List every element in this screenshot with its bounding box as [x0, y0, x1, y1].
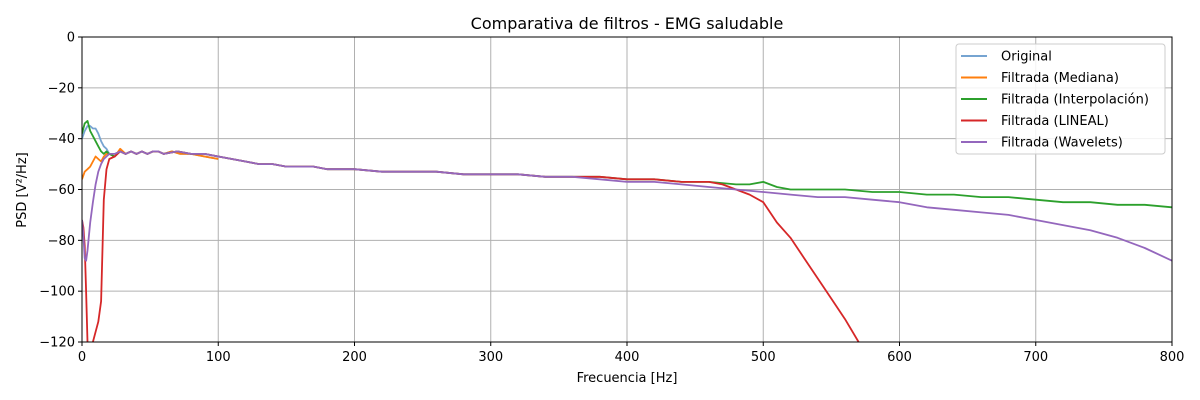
series-line-filtrada-lineal — [82, 150, 860, 342]
y-axis-title: PSD [V²/Hz] — [15, 152, 30, 227]
legend-label: Filtrada (Wavelets) — [1001, 136, 1123, 151]
x-tick-label: 500 — [751, 350, 776, 365]
x-tick-label: 100 — [206, 350, 231, 365]
x-axis: 0 100 200 300 400 500 600 700 800 — [78, 342, 1185, 365]
y-tick-label: −60 — [48, 183, 75, 198]
chart-title: Comparativa de filtros - EMG saludable — [471, 14, 784, 33]
x-tick-label: 400 — [615, 350, 640, 365]
legend-label: Original — [1001, 50, 1052, 65]
series-line-filtrada-wavelets — [82, 150, 1172, 262]
x-tick-label: 700 — [1023, 350, 1048, 365]
y-tick-label: −100 — [39, 285, 75, 300]
plot-lines — [82, 120, 1172, 342]
x-tick-label: 600 — [887, 350, 912, 365]
legend-label: Filtrada (Interpolación) — [1001, 93, 1149, 108]
x-tick-label: 0 — [78, 350, 86, 365]
x-tick-label: 200 — [342, 350, 367, 365]
y-tick-label: 0 — [67, 31, 75, 46]
legend: Original Filtrada (Mediana) Filtrada (Inte… — [955, 43, 1166, 155]
y-tick-label: −40 — [48, 132, 75, 147]
y-tick-label: −80 — [48, 234, 75, 249]
y-tick-label: −20 — [48, 81, 75, 96]
legend-label: Filtrada (LINEAL) — [1001, 114, 1109, 129]
x-tick-label: 300 — [478, 350, 503, 365]
y-tick-label: −120 — [39, 336, 75, 351]
x-axis-title: Frecuencia [Hz] — [577, 371, 678, 386]
x-tick-label: 800 — [1160, 350, 1185, 365]
legend-box — [955, 43, 1166, 155]
y-axis: 0 −20 −40 −60 −80 −100 −120 — [39, 31, 82, 351]
legend-label: Filtrada (Mediana) — [1001, 71, 1119, 86]
